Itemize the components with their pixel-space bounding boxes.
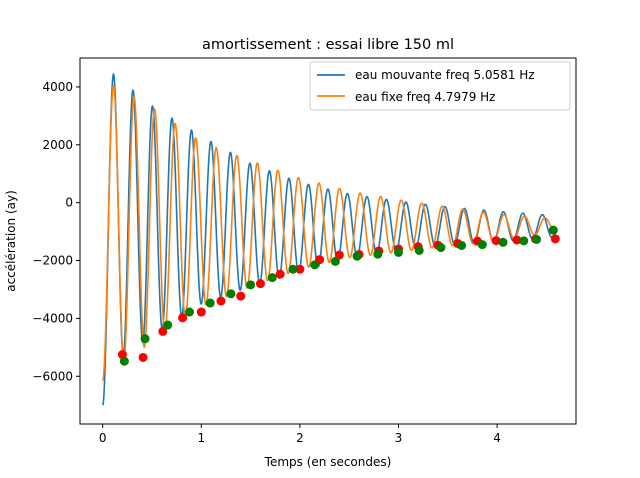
green-marker-point (498, 237, 508, 247)
y-axis: −6000 −4000 −2000 0 2000 4000 (32, 80, 80, 383)
x-tick-label: 3 (395, 431, 403, 445)
plot-frame (79, 57, 577, 425)
green-marker-point (205, 298, 215, 308)
legend-box (309, 61, 571, 111)
red-marker-point (491, 236, 501, 246)
green-marker-point (548, 225, 558, 235)
green-marker-point (184, 307, 194, 317)
red-marker-point (236, 291, 246, 301)
green-marker-point (477, 240, 487, 250)
red-marker-point (158, 326, 168, 336)
green-marker-point (163, 320, 173, 330)
red-marker-point (216, 296, 226, 306)
x-tick-label: 4 (493, 431, 501, 445)
y-tick-label: 2000 (42, 138, 73, 152)
x-tick-label: 1 (197, 431, 205, 445)
legend-label-blue: eau mouvante freq 5.0581 Hz (355, 68, 535, 82)
red-marker-point (138, 352, 148, 362)
green-marker-point (330, 256, 340, 266)
marker-layer (117, 225, 560, 366)
x-axis: 0 1 2 3 4 (99, 424, 501, 445)
green-marker-point (246, 280, 256, 290)
red-marker-point (196, 307, 206, 317)
red-marker-point (255, 279, 265, 289)
red-marker-point (550, 234, 560, 244)
y-tick-label: −6000 (32, 369, 73, 383)
series-line-1 (101, 84, 557, 381)
green-marker-point (140, 334, 150, 344)
red-marker-point (275, 269, 285, 279)
y-tick-label: 0 (65, 196, 73, 210)
legend-label-orange: eau fixe freq 4.7979 Hz (355, 90, 495, 104)
green-marker-point (394, 247, 404, 257)
green-marker-point (373, 249, 383, 259)
red-marker-point (178, 313, 188, 323)
green-marker-point (267, 273, 277, 283)
green-marker-point (288, 264, 298, 274)
x-tick-label: 0 (99, 431, 107, 445)
red-marker-point (295, 264, 305, 274)
y-tick-label: −2000 (32, 254, 73, 268)
green-marker-point (352, 251, 362, 261)
x-tick-label: 2 (296, 431, 304, 445)
legend: eau mouvante freq 5.0581 Hz eau fixe fre… (309, 61, 571, 111)
y-tick-label: 4000 (42, 80, 73, 94)
y-tick-label: −4000 (32, 311, 73, 325)
y-axis-label: accélération (ay) (4, 190, 18, 292)
x-axis-label: Temps (en secondes) (264, 455, 392, 469)
green-marker-point (457, 240, 467, 250)
series-layer (101, 73, 558, 406)
green-marker-point (414, 245, 424, 255)
green-marker-point (310, 260, 320, 270)
green-marker-point (532, 234, 542, 244)
green-marker-point (519, 236, 529, 246)
green-marker-point (119, 356, 129, 366)
red-marker-point (512, 235, 522, 245)
green-marker-point (436, 243, 446, 253)
green-marker-point (226, 289, 236, 299)
chart-title: amortissement : essai libre 150 ml (202, 37, 454, 53)
